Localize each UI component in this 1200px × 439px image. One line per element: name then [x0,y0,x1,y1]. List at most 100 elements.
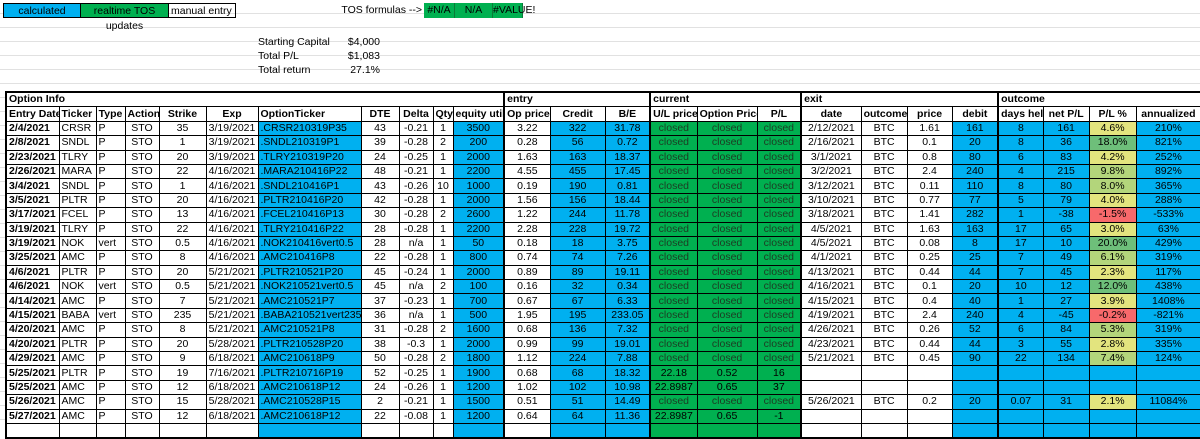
cell-debit[interactable]: 44 [951,336,999,353]
cell-date[interactable]: 3/1/2021 [800,149,862,165]
cell-action[interactable]: STO [124,250,160,266]
cell-p-l[interactable] [1088,379,1137,396]
cell-date[interactable] [800,379,862,396]
cell-action[interactable]: STO [124,365,160,381]
cell-strike[interactable]: 1 [158,178,207,194]
cell-equity-util[interactable]: 2200 [452,163,505,180]
column-header-strike[interactable]: Strike [158,106,207,122]
cell-debit[interactable]: 161 [951,120,999,137]
cell-qty[interactable]: 1 [432,192,454,209]
cell-exp[interactable]: 4/16/2021 [205,163,259,180]
cell-annualized[interactable]: 429% [1135,235,1200,252]
cell-p-l[interactable]: closed [756,322,802,338]
cell-entry-date[interactable]: 3/25/2021 [5,250,60,266]
cell-equity-util[interactable]: 1900 [452,365,505,381]
cell-op-price[interactable]: 1.63 [503,149,551,165]
cell-b-e[interactable]: 233.05 [604,307,651,324]
cell-entry-date[interactable]: 2/23/2021 [5,149,60,165]
cell-net-p-l[interactable] [1042,408,1090,424]
cell-strike[interactable]: 20 [158,264,207,281]
cell-strike[interactable]: 13 [158,207,207,223]
cell-exp[interactable]: 6/18/2021 [205,351,259,367]
cell-credit[interactable]: 74 [549,250,606,266]
cell-equity-util[interactable]: 2000 [452,192,505,209]
column-header-days-held[interactable]: days held [997,106,1044,122]
cell-price[interactable]: 2.4 [906,163,953,180]
cell-days-held[interactable]: 1 [997,293,1044,309]
cell-credit[interactable]: 163 [549,149,606,165]
cell-p-l[interactable]: 3.0% [1088,221,1137,237]
cell-annualized[interactable]: 288% [1135,192,1200,209]
cell-ticker[interactable]: SNDL [58,178,97,194]
cell-days-held[interactable] [997,379,1044,396]
cell-annualized[interactable]: 319% [1135,250,1200,266]
cell-exp[interactable]: 6/18/2021 [205,408,259,424]
cell-option-price[interactable]: closed [696,192,758,209]
cell-annualized[interactable]: 117% [1135,264,1200,281]
cell-action[interactable]: STO [124,336,160,353]
cell-optionticker[interactable]: .SNDL210416P1 [257,178,362,194]
cell-ticker[interactable]: AMC [58,293,97,309]
cell-exp[interactable]: 4/16/2021 [205,207,259,223]
cell-dte[interactable]: 22 [360,408,400,424]
cell-credit[interactable]: 32 [549,279,606,295]
cell-u-l-price[interactable]: closed [649,221,698,237]
cell-annualized[interactable]: 252% [1135,149,1200,165]
cell-p-l[interactable]: 20.0% [1088,235,1137,252]
cell-equity-util[interactable]: 2000 [452,264,505,281]
cell-b-e[interactable]: 11.78 [604,207,651,223]
column-header-action[interactable]: Action [124,106,160,122]
cell-optionticker[interactable]: .AMC210618P12 [257,408,362,424]
cell-p-l[interactable]: closed [756,235,802,252]
cell-equity-util[interactable]: 1800 [452,351,505,367]
cell-days-held[interactable]: 17 [997,235,1044,252]
cell-annualized[interactable]: -533% [1135,207,1200,223]
cell-delta[interactable]: -0.26 [398,379,434,396]
cell-exp[interactable]: 5/21/2021 [205,264,259,281]
cell-entry-date[interactable]: 3/17/2021 [5,207,60,223]
cell-qty[interactable]: 1 [432,394,454,410]
cell-op-price[interactable]: 0.89 [503,264,551,281]
cell-qty[interactable]: 1 [432,163,454,180]
cell-entry-date[interactable]: 3/4/2021 [5,178,60,194]
cell-date[interactable]: 5/21/2021 [800,351,862,367]
cell-optionticker[interactable]: .TLRY210319P20 [257,149,362,165]
cell-ticker[interactable]: PLTR [58,336,97,353]
cell-p-l[interactable]: closed [756,207,802,223]
cell-strike[interactable]: 8 [158,322,207,338]
cell-outcome[interactable]: BTC [860,293,908,309]
cell-equity-util[interactable]: 3500 [452,120,505,137]
cell-outcome[interactable]: BTC [860,264,908,281]
cell-op-price[interactable]: 0.68 [503,365,551,381]
cell-entry-date[interactable]: 5/27/2021 [5,408,60,424]
cell-price[interactable]: 0.25 [906,250,953,266]
cell-action[interactable]: STO [124,394,160,410]
cell-credit[interactable]: 136 [549,322,606,338]
cell-op-price[interactable]: 0.16 [503,279,551,295]
cell-u-l-price[interactable]: 22.8987 [649,408,698,424]
cell-b-e[interactable]: 0.72 [604,135,651,151]
cell-price[interactable]: 1.63 [906,221,953,237]
cell-p-l[interactable]: 4.2% [1088,149,1137,165]
cell-debit[interactable] [951,365,999,381]
cell-date[interactable]: 4/19/2021 [800,307,862,324]
cell-net-p-l[interactable]: -38 [1042,207,1090,223]
cell-delta[interactable]: n/a [398,307,434,324]
cell-optionticker[interactable]: .BABA210521vert235 [257,307,362,324]
cell-entry-date[interactable]: 4/6/2021 [5,279,60,295]
cell-u-l-price[interactable]: closed [649,264,698,281]
cell-qty[interactable]: 1 [432,365,454,381]
cell-net-p-l[interactable]: 36 [1042,135,1090,151]
cell-option-price[interactable]: closed [696,293,758,309]
cell-op-price[interactable]: 4.55 [503,163,551,180]
cell-equity-util[interactable]: 1600 [452,322,505,338]
cell-credit[interactable]: 64 [549,408,606,424]
cell-qty[interactable]: 1 [432,408,454,424]
cell-ticker[interactable]: NOK [58,235,97,252]
cell-debit[interactable]: 80 [951,149,999,165]
cell-net-p-l[interactable]: 84 [1042,322,1090,338]
cell-type[interactable]: P [95,293,126,309]
cell-price[interactable]: 0.45 [906,351,953,367]
cell-u-l-price[interactable]: closed [649,207,698,223]
cell-dte[interactable]: 31 [360,322,400,338]
